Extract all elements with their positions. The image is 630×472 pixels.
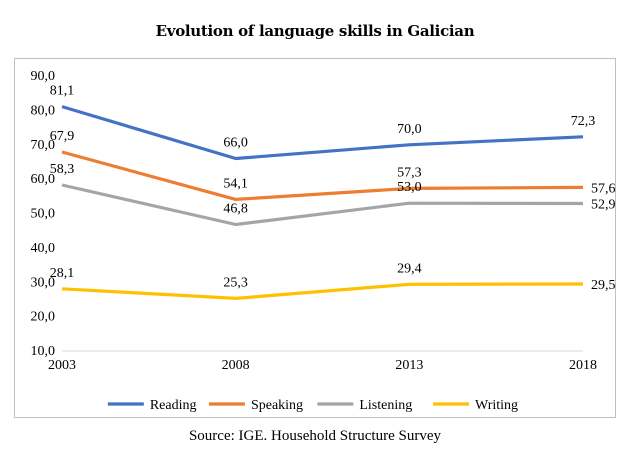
data-label: 67,9 [50, 129, 75, 144]
y-tick-label: 20,0 [31, 310, 56, 325]
data-labels: 81,1 66,0 70,0 72,3 67,9 54,1 57,3 57,6 58,3 46,8… [50, 84, 616, 293]
data-label: 46,8 [223, 202, 248, 217]
series-line-speaking [61, 150, 584, 201]
chart-frame [14, 58, 616, 418]
y-tick-label: 60,0 [31, 172, 56, 187]
series-lines [61, 105, 584, 300]
data-label: 58,3 [50, 162, 75, 177]
y-tick-label: 70,0 [31, 138, 56, 153]
series-line-listening [61, 183, 584, 227]
y-tick-label: 50,0 [31, 207, 56, 222]
series-line-reading [61, 105, 584, 161]
y-tick-label: 40,0 [31, 241, 56, 256]
data-label: 70,0 [397, 122, 422, 137]
series-line-writing [61, 282, 584, 300]
x-tick-label: 2013 [395, 358, 423, 373]
legend-label: Writing [475, 398, 518, 413]
source-caption: Source: IGE. Household Structure Survey [188, 428, 442, 444]
data-label: 57,6 [591, 181, 616, 196]
legend-label: Listening [359, 398, 412, 413]
data-label: 52,9 [591, 198, 616, 213]
y-tick-label: 90,0 [31, 69, 56, 84]
data-label: 66,0 [223, 136, 248, 151]
x-tick-label: 2003 [48, 358, 76, 373]
x-tick-label: 2018 [569, 358, 597, 373]
data-label: 72,3 [571, 114, 596, 129]
data-label: 57,3 [397, 165, 422, 180]
title-divider [14, 58, 616, 59]
data-label: 25,3 [223, 275, 248, 290]
axes: 10,0 20,0 30,0 40,0 50,0 60,0 70,0 80,0 90,0 2003… [31, 69, 598, 373]
data-label: 81,1 [50, 84, 75, 99]
data-label: 29,5 [591, 278, 616, 293]
y-tick-label: 10,0 [31, 344, 56, 359]
legend-label: Speaking [251, 398, 303, 413]
chart-title: Evolution of language skills in Galician [155, 22, 475, 40]
y-tick-label: 30,0 [31, 275, 56, 290]
y-tick-label: 80,0 [31, 103, 56, 118]
legend: Reading Speaking Listening Writing [107, 398, 518, 413]
data-label: 53,0 [397, 180, 422, 195]
x-tick-label: 2008 [222, 358, 250, 373]
data-label: 28,1 [50, 266, 75, 281]
data-label: 54,1 [223, 176, 248, 191]
legend-label: Reading [150, 398, 197, 413]
data-label: 29,4 [397, 261, 422, 276]
